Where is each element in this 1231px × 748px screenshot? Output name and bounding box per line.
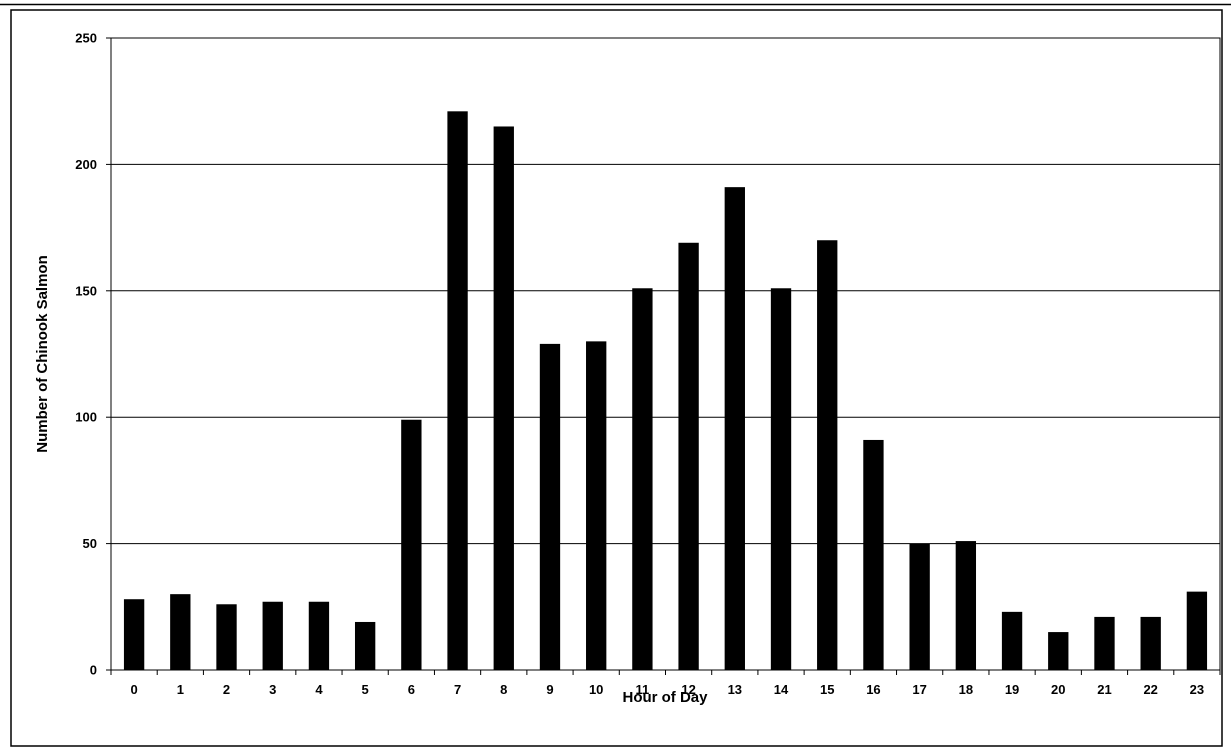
y-tick-label: 100 <box>75 410 97 425</box>
bar-hour-17 <box>909 543 930 670</box>
x-tick-label: 7 <box>454 682 461 697</box>
plot-area <box>110 37 1221 671</box>
x-tick-label: 4 <box>315 682 323 697</box>
x-tick-label: 0 <box>130 682 137 697</box>
x-tick-label: 6 <box>408 682 415 697</box>
y-tick-label: 50 <box>83 536 97 551</box>
bar-hour-6 <box>401 419 422 670</box>
bar-hour-0 <box>123 599 145 670</box>
x-tick-label: 19 <box>1005 682 1019 697</box>
bar-hour-2 <box>216 604 237 670</box>
y-tick-label: 250 <box>75 31 97 46</box>
x-tick-label: 8 <box>500 682 507 697</box>
gridlines <box>111 163 1220 545</box>
bar-hour-16 <box>863 439 884 670</box>
x-tick-labels: 0 1 2 3 4 5 6 7 8 9 10 11 12 13 14 15 16 17 18 19 20 21 22 23 <box>130 682 1204 697</box>
bar-hour-21 <box>1094 616 1115 670</box>
y-tick-labels: 0 50 100 150 200 250 <box>75 31 97 678</box>
bar-hour-19 <box>1001 611 1023 670</box>
x-tick-label: 18 <box>959 682 973 697</box>
x-tick-label: 12 <box>681 682 695 697</box>
x-tick-label: 2 <box>223 682 230 697</box>
x-tick-label: 21 <box>1097 682 1111 697</box>
bar-hour-11 <box>632 288 653 670</box>
x-ticks <box>110 670 1221 675</box>
x-tick-label: 14 <box>774 682 789 697</box>
bar-hour-20 <box>1048 632 1069 670</box>
x-tick-label: 20 <box>1051 682 1065 697</box>
bar-hour-10 <box>586 341 607 670</box>
x-tick-label: 11 <box>636 682 650 697</box>
bar-hour-22 <box>1140 616 1161 670</box>
bar-hour-15 <box>817 240 838 671</box>
bar-hour-7 <box>447 111 468 670</box>
x-tick-label: 22 <box>1143 682 1157 697</box>
y-tick-label: 0 <box>90 663 97 678</box>
bar-hour-1 <box>170 594 191 670</box>
bar-hour-13 <box>724 187 745 671</box>
x-axis-title: Hour of Day <box>622 689 708 706</box>
x-tick-label: 23 <box>1190 682 1204 697</box>
bar-hour-8 <box>493 126 514 671</box>
x-tick-label: 13 <box>728 682 742 697</box>
y-ticks <box>106 37 111 671</box>
bar-hour-3 <box>262 601 283 670</box>
y-tick-label: 150 <box>75 283 97 298</box>
x-tick-label: 3 <box>269 682 276 697</box>
bar-hour-23 <box>1186 591 1208 670</box>
bar-hour-18 <box>955 541 977 670</box>
x-tick-label: 10 <box>589 682 603 697</box>
x-tick-label: 1 <box>177 682 184 697</box>
bars <box>123 111 1208 671</box>
bar-hour-9 <box>539 343 561 670</box>
x-tick-label: 16 <box>866 682 880 697</box>
y-axis-title: Number of Chinook Salmon <box>34 255 51 453</box>
bar-hour-4 <box>308 601 330 670</box>
bar-hour-14 <box>770 288 792 670</box>
x-tick-label: 15 <box>820 682 834 697</box>
x-tick-label: 17 <box>912 682 926 697</box>
bar-hour-12 <box>678 242 699 670</box>
bar-hour-5 <box>354 621 376 670</box>
x-tick-label: 9 <box>546 682 553 697</box>
y-tick-label: 200 <box>75 157 97 172</box>
x-tick-label: 5 <box>362 682 369 697</box>
